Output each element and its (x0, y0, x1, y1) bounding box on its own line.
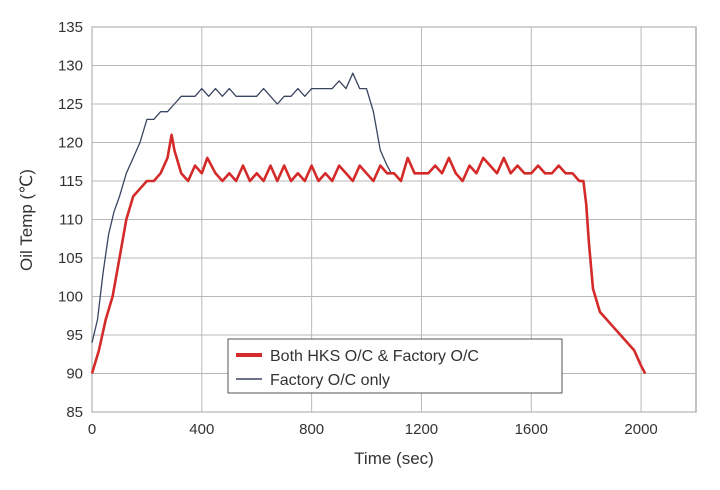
legend-label-hks: Both HKS O/C & Factory O/C (270, 348, 479, 365)
y-tick-label: 115 (59, 173, 83, 190)
x-tick-label: 800 (299, 421, 324, 438)
y-tick-label: 125 (58, 96, 83, 113)
grid (91, 26, 696, 413)
legend-box (227, 338, 563, 394)
series-line-hks-and-factory (90, 133, 647, 375)
x-tick-label: 2000 (624, 421, 657, 438)
y-tick-label: 105 (58, 250, 83, 267)
x-axis-label: Time (sec) (354, 449, 434, 468)
x-tick-label: 1200 (405, 421, 438, 438)
y-tick-label: 85 (66, 404, 83, 421)
x-tick-label: 1600 (515, 421, 548, 438)
y-tick-label: 120 (58, 135, 83, 152)
legend-label-factory: Factory O/C only (270, 372, 390, 389)
y-tick-label: 100 (58, 289, 83, 306)
x-tick-label: 0 (88, 421, 96, 438)
y-axis-label: Oil Temp (℃) (17, 169, 36, 271)
y-tick-label: 130 (58, 58, 83, 75)
y-tick-label: 90 (66, 366, 83, 383)
series-group (90, 72, 647, 375)
y-tick-label: 110 (59, 212, 83, 229)
y-tick-label: 95 (66, 327, 83, 344)
legend: Both HKS O/C & Factory O/C Factory O/C o… (227, 338, 563, 394)
y-tick-label: 135 (58, 19, 83, 36)
series-line-factory-only (91, 72, 392, 343)
tick-labels: 0 400 800 1200 1600 2000 85 90 95 100 105 110 115 120… (58, 19, 658, 438)
x-tick-label: 400 (189, 421, 214, 438)
